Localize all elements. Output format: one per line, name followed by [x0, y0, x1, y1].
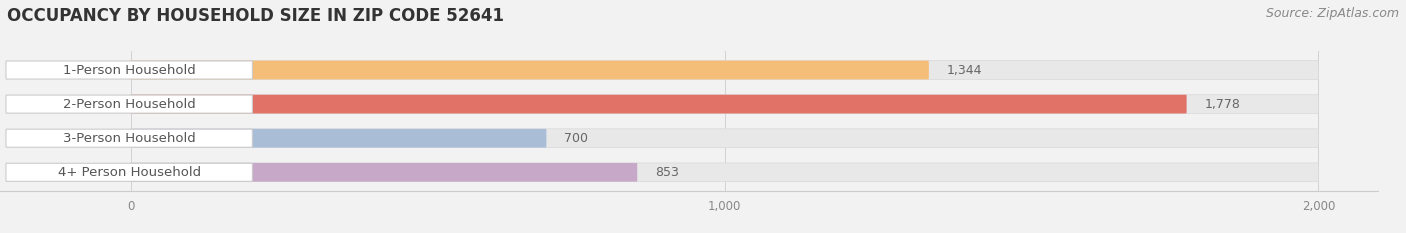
Text: 1,778: 1,778 [1205, 98, 1240, 111]
FancyBboxPatch shape [131, 61, 1319, 79]
FancyBboxPatch shape [6, 95, 253, 113]
Text: 1-Person Household: 1-Person Household [63, 64, 195, 76]
Text: 700: 700 [564, 132, 588, 145]
Text: 853: 853 [655, 166, 679, 179]
FancyBboxPatch shape [131, 129, 547, 147]
Text: 4+ Person Household: 4+ Person Household [58, 166, 201, 179]
Text: Source: ZipAtlas.com: Source: ZipAtlas.com [1265, 7, 1399, 20]
FancyBboxPatch shape [131, 61, 929, 79]
Text: 2-Person Household: 2-Person Household [63, 98, 195, 111]
FancyBboxPatch shape [131, 95, 1187, 113]
FancyBboxPatch shape [131, 95, 1319, 113]
Text: OCCUPANCY BY HOUSEHOLD SIZE IN ZIP CODE 52641: OCCUPANCY BY HOUSEHOLD SIZE IN ZIP CODE … [7, 7, 503, 25]
FancyBboxPatch shape [131, 129, 1319, 147]
FancyBboxPatch shape [131, 163, 637, 182]
FancyBboxPatch shape [6, 163, 253, 181]
FancyBboxPatch shape [6, 129, 253, 147]
Text: 1,344: 1,344 [946, 64, 983, 76]
Text: 3-Person Household: 3-Person Household [63, 132, 195, 145]
FancyBboxPatch shape [131, 163, 1319, 182]
FancyBboxPatch shape [6, 61, 253, 79]
